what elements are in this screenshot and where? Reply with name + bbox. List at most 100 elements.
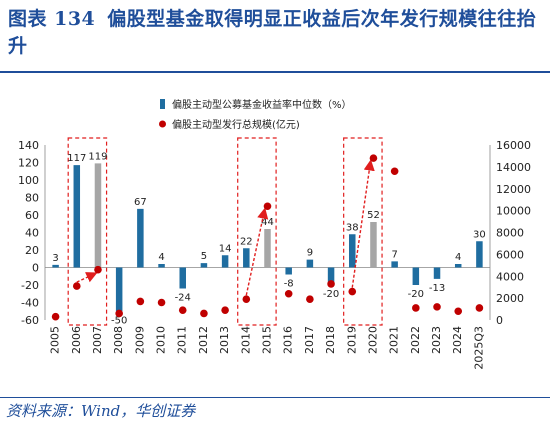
y-left-tick-label: 80 (25, 192, 39, 205)
scale-dot (327, 280, 335, 288)
y-left-tick-label: -20 (21, 279, 39, 292)
highlight-box (343, 137, 383, 326)
x-tick-label: 2024 (451, 326, 464, 354)
scale-dot (390, 167, 399, 176)
bar-value-label: 52 (367, 210, 380, 221)
bar (73, 165, 81, 268)
x-tick-label: 2015 (261, 326, 274, 354)
bar-value-label: 4 (455, 252, 461, 263)
scale-dot (433, 303, 441, 311)
title-text: 偏股型基金取得明显正收益后次年发行规模往往抬升 (8, 8, 537, 57)
bar-value-label: -24 (175, 293, 191, 304)
bar (52, 264, 59, 268)
bar-value-label: -8 (284, 279, 294, 290)
x-tick-label: 2023 (430, 326, 443, 354)
y-left-tick-label: 140 (18, 139, 39, 152)
x-tick-label: 2022 (409, 326, 422, 354)
y-right-tick-label: 0 (496, 314, 503, 327)
x-tick-label: 2016 (282, 326, 295, 354)
bar (412, 267, 420, 285)
y-left-tick-label: 100 (18, 174, 39, 187)
x-tick-label: 2005 (49, 326, 62, 354)
scale-dot (72, 282, 81, 290)
x-tick-label: 2013 (218, 326, 231, 354)
scale-dot (115, 309, 123, 318)
x-tick-label: 2014 (239, 326, 252, 354)
x-tick-label: 2007 (91, 326, 104, 354)
legend-label-dot: 偏股主动型发行总规模(亿元) (172, 118, 300, 131)
y-right-tick-label: 16000 (496, 139, 531, 152)
x-tick-label: 2018 (324, 326, 337, 354)
x-tick-label: 2021 (388, 326, 401, 354)
bar (137, 208, 144, 268)
y-left-tick-label: -60 (21, 314, 39, 327)
x-tick-label: 2019 (345, 326, 358, 354)
y-right-tick-label: 12000 (496, 183, 531, 196)
scale-dot (221, 306, 229, 314)
bar (349, 234, 356, 268)
bar-value-label: 5 (201, 251, 207, 262)
scale-dot (136, 297, 145, 306)
bar-value-label: -20 (323, 289, 339, 300)
y-right-tick-label: 6000 (496, 248, 524, 261)
y-left-tick-label: 40 (25, 227, 39, 240)
bar-value-label: 67 (134, 197, 147, 208)
bar-value-label: 117 (67, 153, 86, 164)
bar-value-label: 22 (240, 236, 253, 247)
scale-dot (412, 304, 420, 312)
bar (158, 264, 165, 268)
scale-dot (284, 289, 293, 298)
y-right-tick-label: 14000 (496, 161, 531, 174)
bar-value-label: 38 (346, 222, 359, 233)
x-tick-label: 2011 (176, 326, 189, 354)
scale-dot (306, 295, 314, 304)
title-divider (0, 71, 550, 73)
trend-arrow (76, 272, 98, 283)
bar-value-label: 30 (473, 229, 486, 240)
highlight-box (67, 137, 108, 326)
y-left-tick-label: 120 (18, 157, 39, 170)
x-tick-label: 2008 (112, 326, 125, 354)
scale-dot (263, 202, 272, 211)
bar (433, 267, 441, 279)
chart-title: 图表 134 偏股型基金取得明显正收益后次年发行规模往往抬升 (8, 6, 544, 60)
scale-dot (51, 312, 60, 321)
source-note: 资料来源：Wind，华创证券 (6, 402, 196, 420)
trend-arrow (351, 159, 375, 288)
bar (94, 163, 102, 268)
legend-swatch-dot (159, 120, 166, 128)
bar-value-label: 3 (52, 253, 58, 264)
y-right-tick-label: 2000 (496, 292, 524, 305)
x-tick-label: 2006 (70, 326, 83, 354)
scale-dot (157, 298, 166, 307)
bar-value-label: 44 (261, 217, 274, 228)
y-left-tick-label: -40 (21, 297, 39, 310)
legend-label-bar: 偏股主动型公募基金收益率中位数（%） (172, 98, 352, 111)
bar-value-label: 14 (219, 243, 232, 254)
x-tick-label: 2017 (303, 326, 316, 354)
scale-dot (242, 295, 251, 304)
scale-dot (200, 309, 208, 318)
x-tick-label: 2012 (197, 326, 210, 354)
bar (285, 267, 292, 275)
bar-value-label: 9 (307, 248, 313, 259)
y-right-tick-label: 4000 (496, 270, 524, 283)
y-left-tick-label: 60 (25, 209, 39, 222)
bar (221, 255, 229, 268)
footer-divider (0, 397, 550, 398)
bar-value-label: -13 (429, 283, 445, 294)
bar (327, 267, 335, 285)
bar (476, 241, 483, 268)
y-left-tick-label: 0 (32, 262, 39, 275)
x-tick-label: 2010 (155, 326, 168, 354)
bar (264, 229, 271, 268)
scale-dot (454, 307, 463, 316)
bar-value-label: 4 (158, 252, 164, 263)
legend-swatch-bar (160, 99, 165, 109)
bar (370, 222, 377, 268)
bar-value-label: 119 (88, 151, 107, 162)
chart-canvas: 偏股主动型公募基金收益率中位数（%） 偏股主动型发行总规模(亿元) -60 -40 -2… (18, 98, 531, 370)
bar (115, 267, 123, 312)
bar (391, 261, 398, 268)
bar (243, 248, 250, 268)
